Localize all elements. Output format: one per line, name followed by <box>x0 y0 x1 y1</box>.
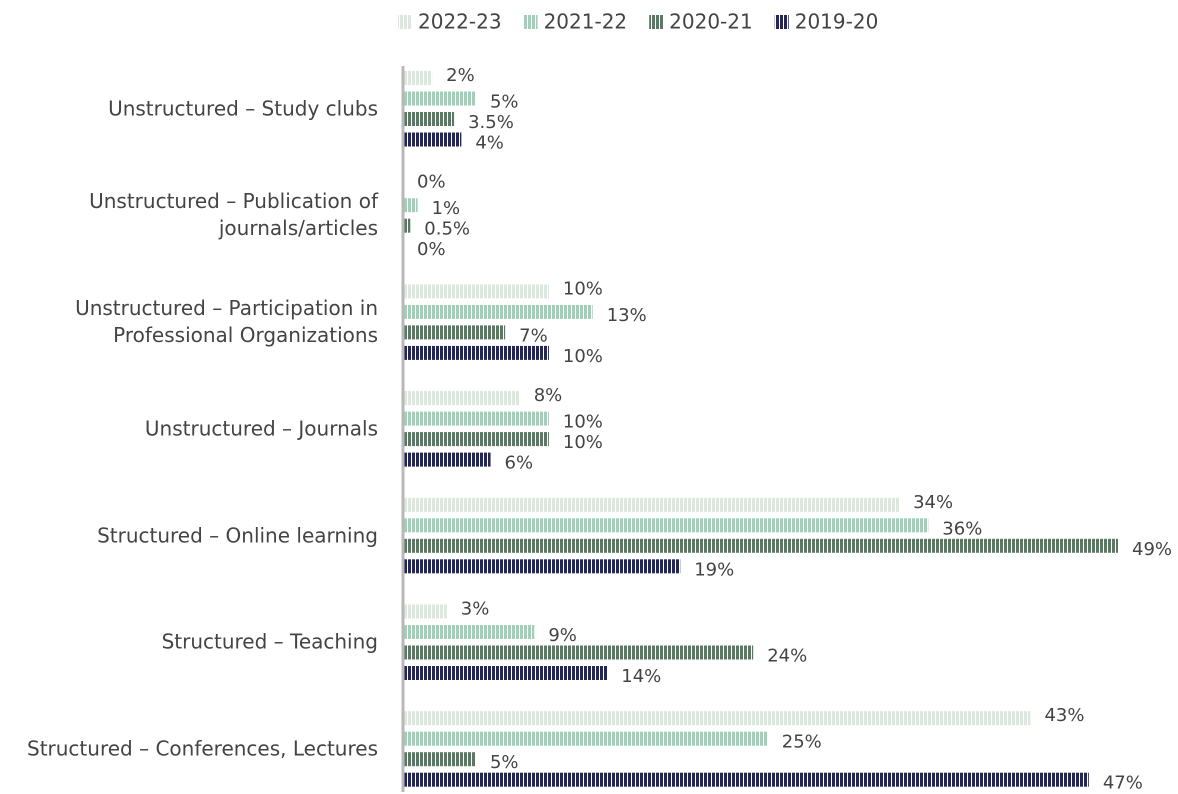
bar <box>404 625 535 639</box>
bar <box>404 304 593 319</box>
bar <box>404 112 455 126</box>
bar <box>404 218 411 233</box>
legend-swatch <box>649 15 664 29</box>
value-label: 8% <box>534 385 563 406</box>
value-label: 36% <box>942 518 982 539</box>
value-label: 4% <box>475 133 504 154</box>
category-label: Unstructured – Publication of journals/a… <box>89 189 378 241</box>
value-label: 3.5% <box>468 112 514 133</box>
value-label: 24% <box>767 646 807 667</box>
bar <box>404 325 506 340</box>
bar <box>404 711 1031 726</box>
bar <box>404 391 520 406</box>
value-label: 14% <box>621 666 661 687</box>
bar <box>404 284 549 299</box>
bar <box>404 91 476 106</box>
legend-label: 2021-22 <box>544 10 628 34</box>
category-label: Structured – Teaching <box>161 629 378 654</box>
bar <box>404 452 491 467</box>
legend-swatch <box>523 15 538 29</box>
value-label: 43% <box>1044 705 1084 726</box>
value-label: 49% <box>1132 539 1172 560</box>
value-label: 0% <box>417 239 446 260</box>
legend-swatch <box>774 15 789 29</box>
bar <box>404 432 549 447</box>
category-label: Unstructured – Participation in Professi… <box>75 296 378 348</box>
category-label: Structured – Online learning <box>97 523 378 548</box>
bar <box>404 559 681 574</box>
value-label: 0.5% <box>424 219 470 240</box>
category-label: Structured – Conferences, Lectures <box>27 736 378 761</box>
legend-label: 2022-23 <box>418 10 502 34</box>
value-label: 7% <box>519 325 548 346</box>
bar <box>404 604 447 619</box>
value-label: 19% <box>694 559 734 580</box>
bar <box>404 666 608 680</box>
bar <box>404 731 768 746</box>
value-label: 5% <box>490 752 519 773</box>
bar <box>404 752 476 767</box>
bar <box>404 497 900 512</box>
legend-label: 2019-20 <box>795 10 879 34</box>
value-label: 10% <box>563 412 603 433</box>
value-label: 3% <box>461 599 490 620</box>
value-label: 47% <box>1103 773 1143 794</box>
bar <box>404 71 433 85</box>
value-label: 25% <box>782 732 822 753</box>
value-label: 5% <box>490 92 519 113</box>
legend-swatch <box>398 15 412 29</box>
value-label: 34% <box>913 492 953 513</box>
value-label: 13% <box>607 305 647 326</box>
bar <box>404 518 929 533</box>
category-label: Unstructured – Study clubs <box>108 96 378 121</box>
category-label: Unstructured – Journals <box>144 416 378 441</box>
value-label: 9% <box>548 625 577 646</box>
bar <box>404 645 754 660</box>
value-label: 2% <box>446 65 475 86</box>
value-label: 10% <box>563 278 603 299</box>
bar <box>404 132 462 147</box>
bar <box>404 198 418 213</box>
value-label: 6% <box>505 453 534 474</box>
value-label: 10% <box>563 346 603 367</box>
value-label: 10% <box>563 432 603 453</box>
value-label: 0% <box>417 172 446 193</box>
legend-label: 2020-21 <box>669 10 753 34</box>
bar <box>404 411 549 426</box>
bar <box>404 538 1118 553</box>
bar <box>404 345 549 360</box>
bar <box>404 772 1089 787</box>
value-label: 1% <box>432 198 461 219</box>
